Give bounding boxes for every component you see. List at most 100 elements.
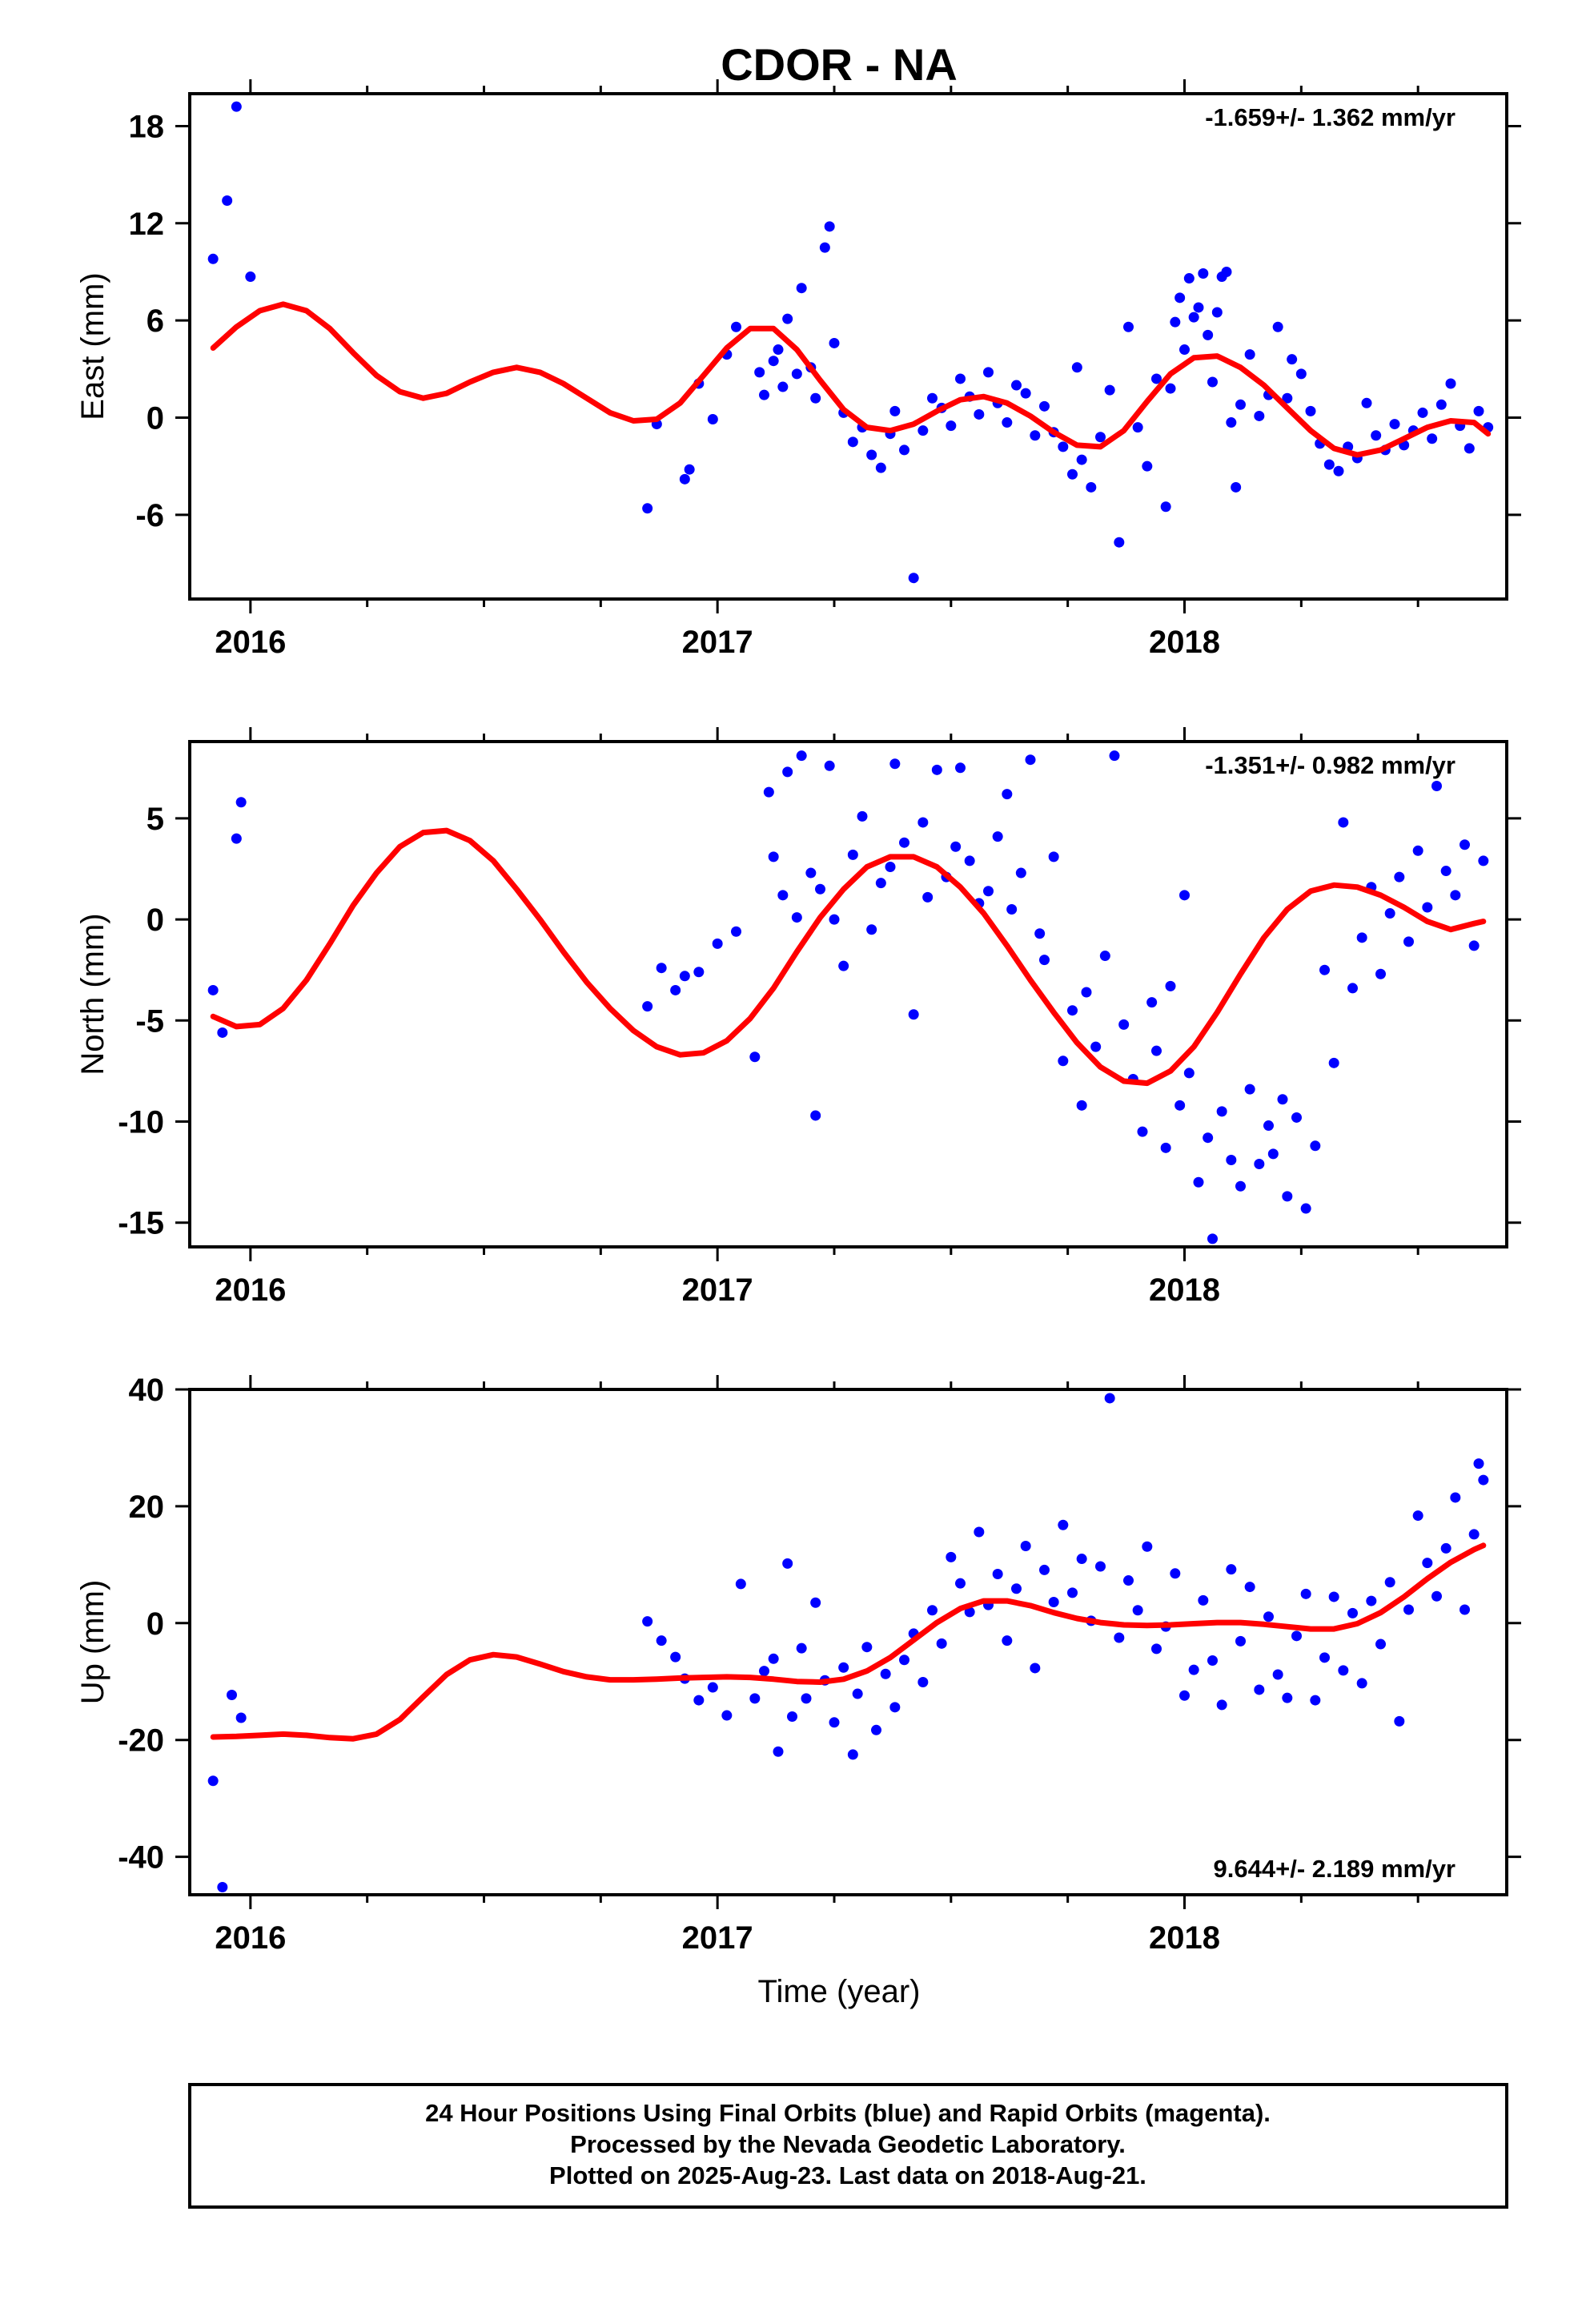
data-point xyxy=(1282,1191,1293,1202)
data-point xyxy=(1300,1203,1311,1214)
data-point xyxy=(1244,1084,1255,1095)
data-point xyxy=(899,444,909,456)
data-point xyxy=(992,831,1003,842)
data-point xyxy=(642,1001,653,1012)
data-point xyxy=(773,344,784,356)
caption-line-2: Processed by the Nevada Geodetic Laborat… xyxy=(570,2130,1126,2158)
data-point xyxy=(1310,1695,1321,1706)
data-point xyxy=(824,221,835,232)
data-point xyxy=(1394,1715,1405,1727)
data-point xyxy=(1272,321,1283,332)
data-point xyxy=(1263,1611,1274,1622)
data-point xyxy=(782,1558,793,1569)
y-axis-title-north: North (mm) xyxy=(75,913,110,1075)
data-point xyxy=(1291,1630,1302,1642)
data-point xyxy=(936,1638,947,1649)
data-point xyxy=(207,1775,219,1787)
data-point xyxy=(922,891,934,903)
data-point xyxy=(1291,1112,1302,1123)
data-point xyxy=(1267,1148,1279,1160)
data-point xyxy=(983,367,994,378)
data-point xyxy=(670,984,681,995)
data-point xyxy=(1071,362,1082,373)
panel-frame-up xyxy=(188,1388,1508,1896)
data-point xyxy=(1067,1005,1078,1016)
data-point xyxy=(1025,754,1036,766)
data-point xyxy=(1020,1541,1031,1552)
data-point xyxy=(1431,781,1442,792)
data-point xyxy=(1076,1100,1087,1111)
data-point xyxy=(1356,932,1367,943)
data-point xyxy=(1174,292,1186,304)
data-point xyxy=(1282,1692,1293,1703)
x-tick-label-2016: 2016 xyxy=(215,1920,286,1956)
data-point xyxy=(235,797,247,808)
data-point xyxy=(1226,1564,1237,1575)
data-point xyxy=(917,425,929,436)
data-point xyxy=(1468,940,1480,951)
data-point xyxy=(1137,1126,1148,1137)
data-point xyxy=(1310,1140,1321,1152)
data-point xyxy=(1030,430,1041,441)
x-tick-label-2017: 2017 xyxy=(682,1273,753,1308)
data-point xyxy=(1104,384,1115,396)
data-point xyxy=(1403,936,1414,947)
data-point xyxy=(1170,1568,1181,1579)
data-point xyxy=(1427,433,1438,444)
data-point xyxy=(875,462,886,473)
data-point xyxy=(773,1746,784,1757)
data-point xyxy=(810,392,821,404)
y-axis-title-up: Up (mm) xyxy=(75,1580,110,1705)
data-point xyxy=(1048,1597,1059,1608)
data-point xyxy=(946,1551,957,1562)
data-point xyxy=(1015,867,1026,879)
data-point xyxy=(1011,380,1022,391)
data-point xyxy=(1123,321,1134,332)
data-point xyxy=(1403,1604,1414,1615)
data-point xyxy=(1198,1594,1209,1606)
data-point xyxy=(1263,1120,1274,1132)
data-point xyxy=(1203,329,1214,340)
data-point xyxy=(1165,980,1176,991)
data-point xyxy=(707,1682,718,1693)
data-point xyxy=(1099,951,1110,962)
data-point xyxy=(829,337,840,348)
data-point xyxy=(1165,383,1176,394)
data-point xyxy=(679,473,690,485)
data-point xyxy=(1323,459,1335,470)
data-point xyxy=(1002,1635,1013,1647)
data-point xyxy=(768,1653,779,1664)
data-point xyxy=(1450,890,1461,901)
data-point xyxy=(1394,871,1405,883)
data-point xyxy=(955,373,966,384)
data-point xyxy=(1039,1564,1050,1575)
data-point xyxy=(1277,1094,1288,1105)
data-point xyxy=(693,1695,705,1706)
data-point xyxy=(1183,273,1195,284)
data-point xyxy=(791,912,802,923)
data-point xyxy=(1076,1554,1087,1565)
data-point xyxy=(899,837,909,848)
data-point xyxy=(1034,928,1046,939)
data-point xyxy=(217,1027,228,1038)
data-point xyxy=(1174,1100,1186,1111)
y-tick-label: 6 xyxy=(147,304,164,339)
x-tick-label-2018: 2018 xyxy=(1149,1920,1220,1956)
data-point xyxy=(217,1882,228,1893)
data-point xyxy=(731,926,741,937)
data-point xyxy=(815,883,825,895)
rate-label-up: 9.644+/- 2.189 mm/yr xyxy=(1214,1855,1456,1883)
data-point xyxy=(782,766,793,778)
data-point xyxy=(1090,1041,1102,1052)
y-tick-label: 0 xyxy=(147,1606,164,1642)
data-point xyxy=(964,855,975,866)
data-point xyxy=(1235,399,1246,410)
data-point xyxy=(1440,1542,1452,1554)
panel-up: 2016 2017 2018 -40 -20 0 20 40 Up (mm) 9.644+/- 2… xyxy=(75,1373,1521,1956)
data-point xyxy=(927,1605,938,1616)
data-point xyxy=(1123,1575,1134,1586)
data-point xyxy=(885,861,896,872)
data-point xyxy=(1226,417,1237,428)
data-point xyxy=(1160,1142,1171,1153)
